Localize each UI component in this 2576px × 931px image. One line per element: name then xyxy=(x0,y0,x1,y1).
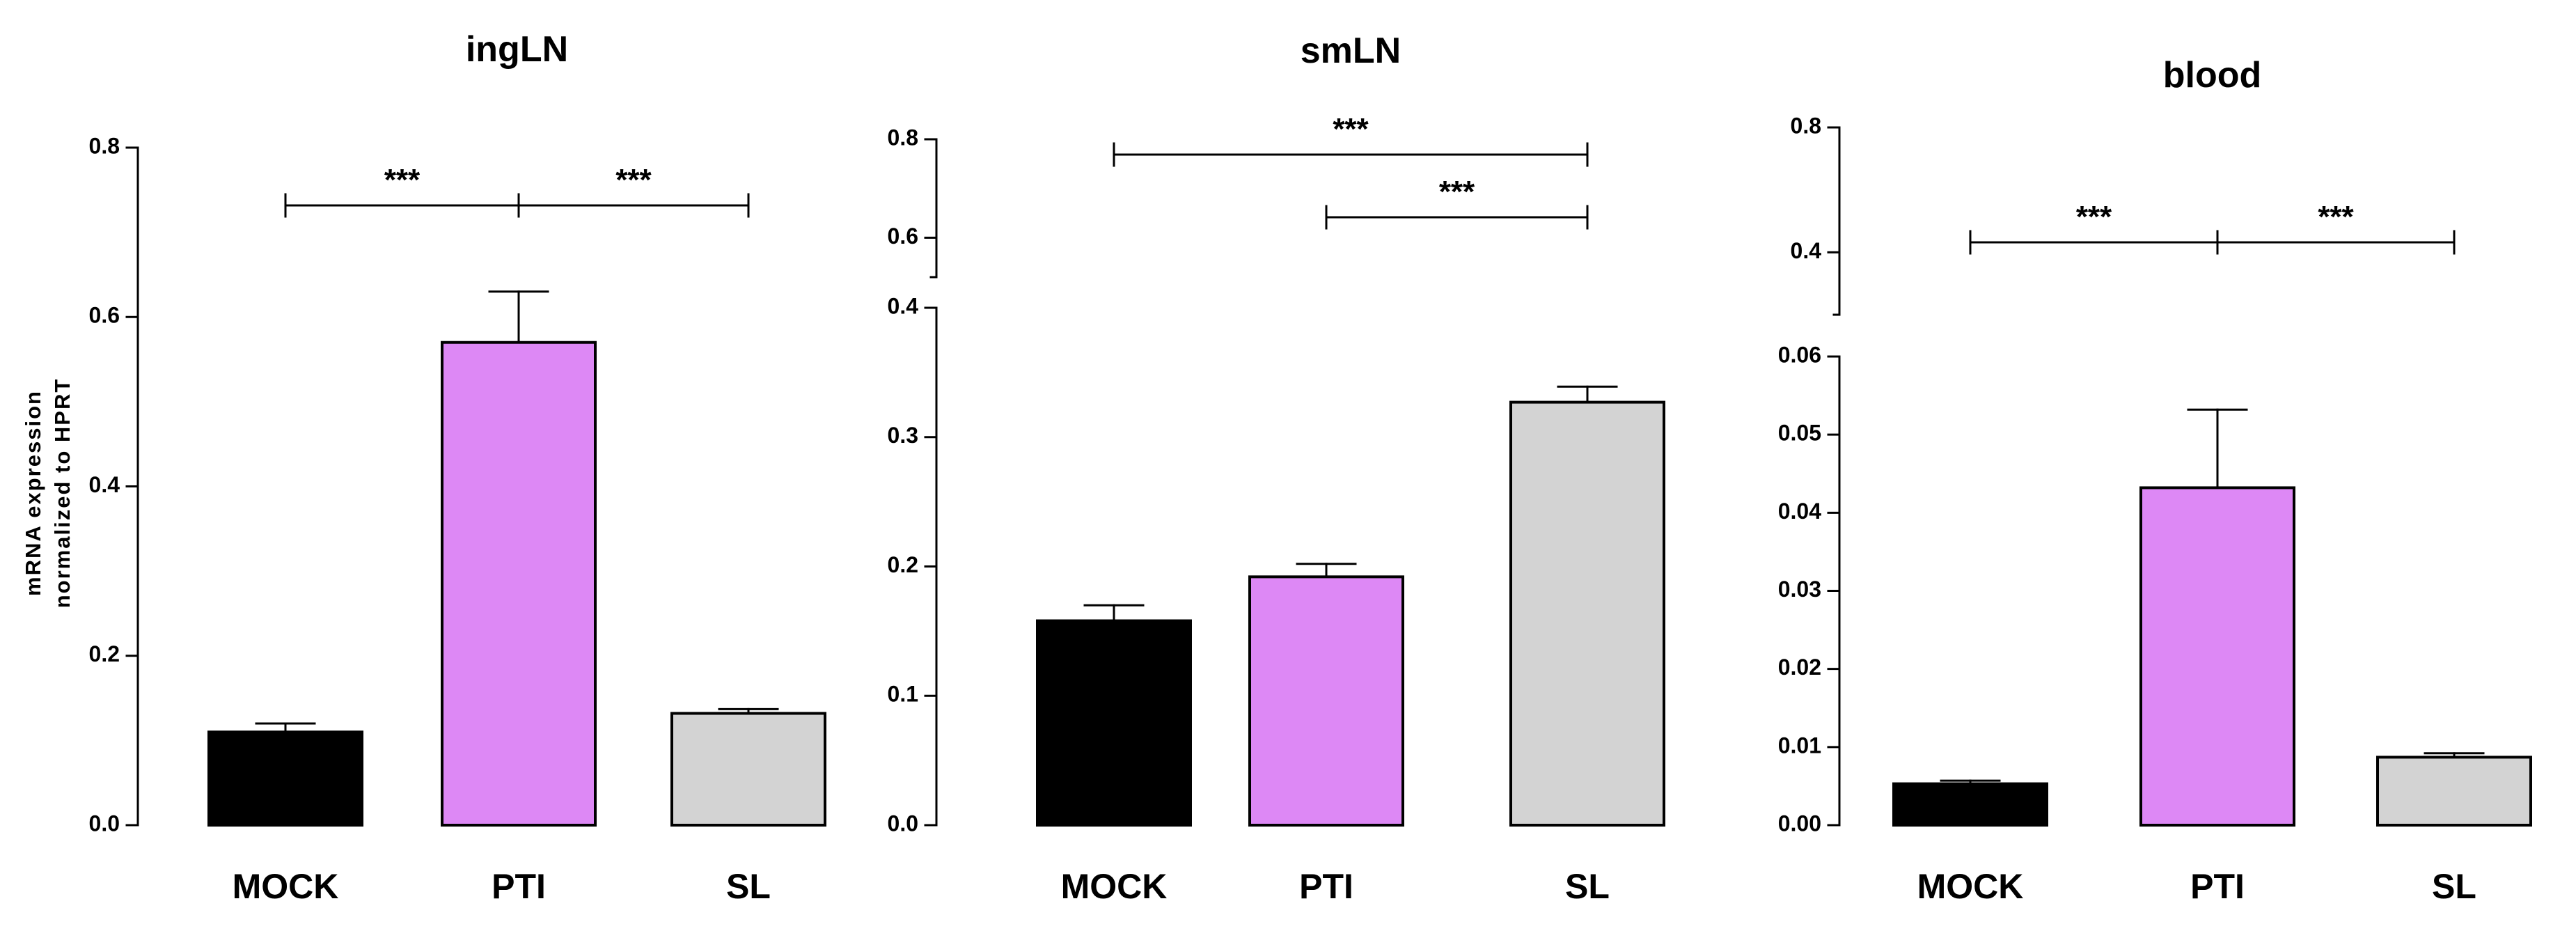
panel-1-y-tick-label: 0.0 xyxy=(89,811,120,836)
panel-2-title: smLN xyxy=(1301,31,1401,71)
panel-2-y-tick-label: 0.3 xyxy=(888,423,918,448)
panel-2-bar-sl xyxy=(1509,400,1665,827)
panel-1-y-tick-label: 0.8 xyxy=(89,133,120,158)
panel-3-title: blood xyxy=(2163,55,2262,95)
panel-1-y-tick-label: 0.6 xyxy=(89,303,120,328)
panel-2-bar-mock xyxy=(1036,619,1192,827)
panel-3-significance-label: *** xyxy=(2076,200,2112,234)
panel-1-bar-mock xyxy=(207,730,363,827)
panel-1-significance-label: *** xyxy=(384,163,421,197)
panel-1-y-tick-label: 0.4 xyxy=(89,472,120,497)
panel-2-y-tick-label: 0.2 xyxy=(888,552,918,577)
panel-2-category-label-sl: SL xyxy=(1565,867,1610,906)
panel-2-y-tick-label: 0.0 xyxy=(888,811,918,836)
panel-2-y-tick-label: 0.1 xyxy=(888,682,918,707)
panel-2-significance-label: *** xyxy=(1439,175,1475,209)
panel-3-y-tick-label: 0.00 xyxy=(1778,811,1821,836)
panel-2-y-tick-label-upper: 0.6 xyxy=(888,224,918,249)
panel-1-y-tick-label: 0.2 xyxy=(89,641,120,666)
panel-3-significance-label: *** xyxy=(2318,200,2354,234)
panel-3-y-tick-label: 0.05 xyxy=(1778,421,1821,446)
panel-3-category-label-mock: MOCK xyxy=(1917,867,2024,906)
panel-3-y-tick-label: 0.02 xyxy=(1778,655,1821,680)
y-axis-label-line1: mRNA expression xyxy=(21,390,45,596)
panel-1-title: ingLN xyxy=(466,29,568,70)
panel-3-bar-pti xyxy=(2139,486,2295,827)
panel-2-y-tick-label-upper: 0.8 xyxy=(888,125,918,150)
panel-2-significance-label: *** xyxy=(1333,112,1369,146)
panel-2-category-label-mock: MOCK xyxy=(1061,867,1168,906)
y-axis-label-line2: normalized to HPRT xyxy=(50,378,74,609)
panel-3-y-tick-label: 0.03 xyxy=(1778,577,1821,602)
panel-2-y-tick-label: 0.4 xyxy=(888,293,919,318)
panel-1-category-label-sl: SL xyxy=(726,867,771,906)
panel-1-category-label-mock: MOCK xyxy=(233,867,339,906)
panel-3-y-tick-label: 0.01 xyxy=(1778,733,1821,758)
panel-3-y-tick-label: 0.06 xyxy=(1778,342,1821,367)
panel-3-category-label-pti: PTI xyxy=(2190,867,2245,906)
panel-2-category-label-pti: PTI xyxy=(1299,867,1353,906)
panel-2-bar-pti xyxy=(1248,575,1404,827)
panel-1-bar-sl xyxy=(670,712,826,827)
panel-3-y-tick-label-upper: 0.4 xyxy=(1791,238,1822,263)
panel-3-category-label-sl: SL xyxy=(2432,867,2476,906)
panel-3-bar-sl xyxy=(2376,756,2532,827)
panel-3-y-tick-label: 0.04 xyxy=(1778,499,1821,524)
panel-1-significance-label: *** xyxy=(615,163,652,197)
panel-1-category-label-pti: PTI xyxy=(492,867,546,906)
panel-3-bar-mock xyxy=(1892,782,2048,827)
panel-1-bar-pti xyxy=(441,341,597,827)
panel-3-y-tick-label-upper: 0.8 xyxy=(1791,113,1821,138)
